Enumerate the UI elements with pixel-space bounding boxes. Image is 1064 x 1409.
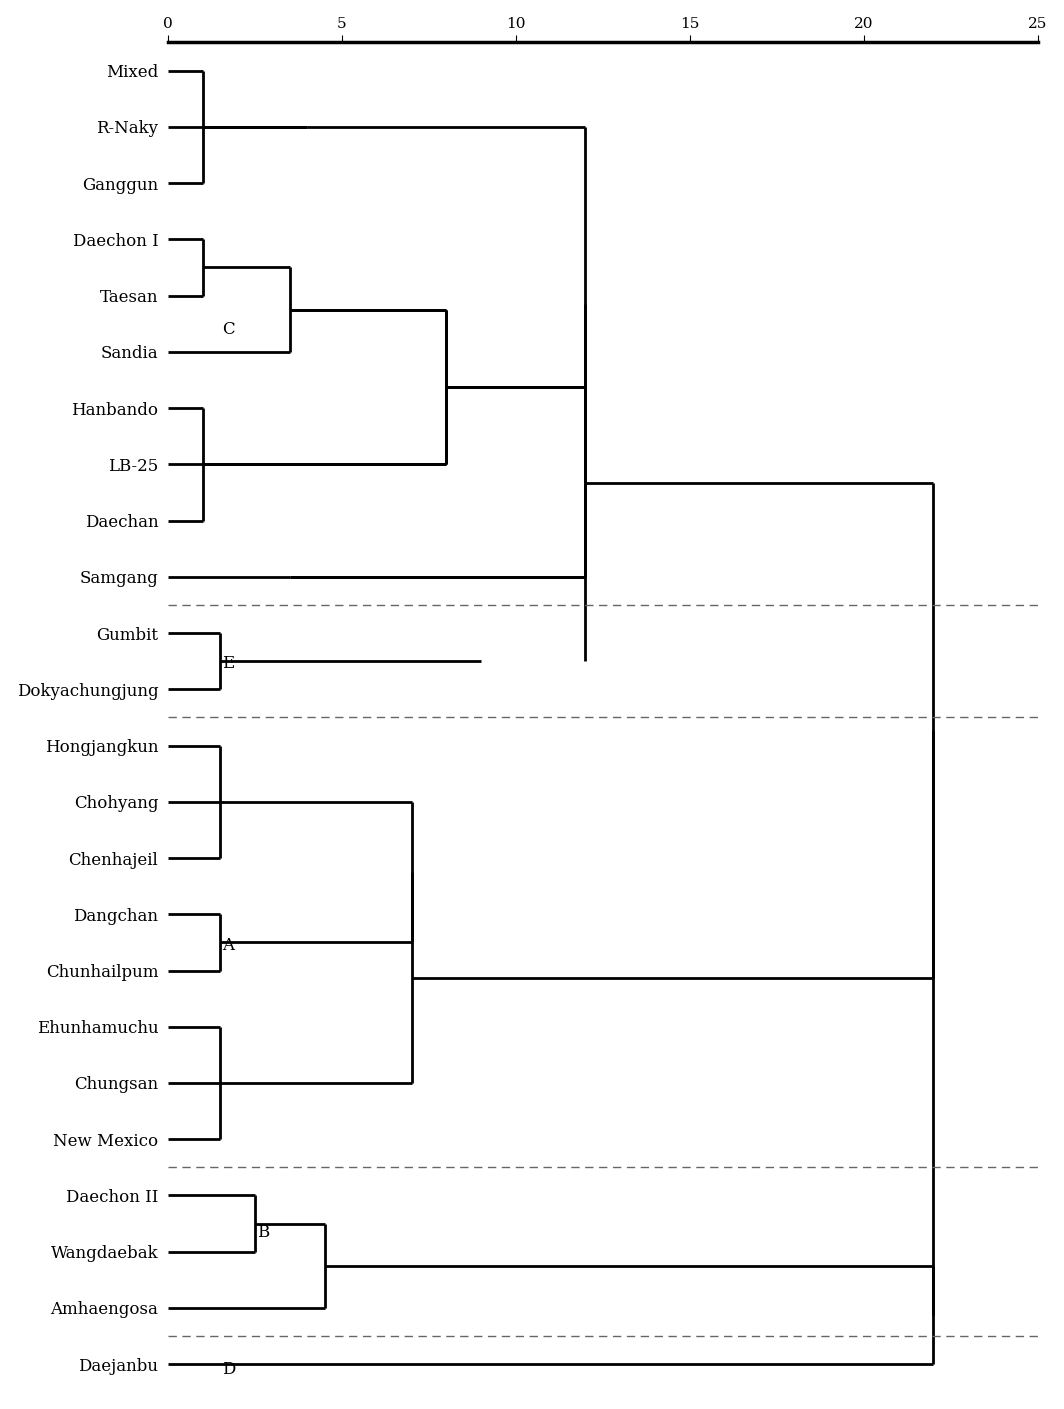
Text: B: B [256,1223,269,1240]
Text: E: E [222,655,234,672]
Text: D: D [222,1361,235,1378]
Text: C: C [222,321,234,338]
Text: A: A [222,937,234,954]
